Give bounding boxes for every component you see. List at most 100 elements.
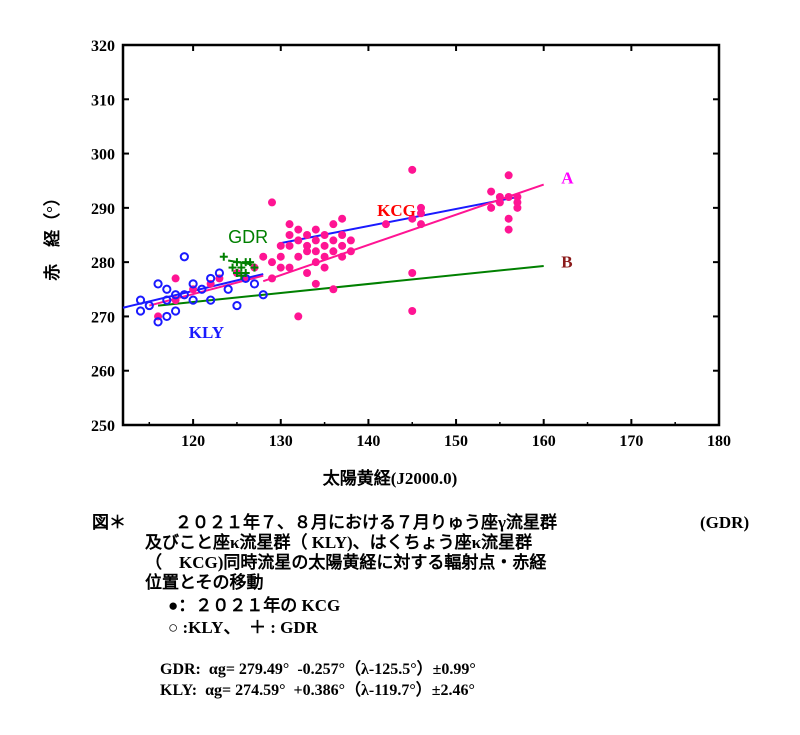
gdr-point [250, 263, 259, 272]
kcg-point [329, 247, 338, 256]
x-tick-label: 150 [444, 433, 468, 450]
caption-line-1: ２０２１年７、８月における７月りゅう座γ流星群 [175, 513, 557, 532]
caption-figure-prefix: 図＊ [92, 513, 126, 532]
kcg-point [311, 236, 320, 245]
kcg-point [487, 203, 496, 212]
caption-line-2: 及びこと座κ流星群（ KLY)、はくちょう座κ流星群 [145, 533, 533, 552]
fit-line [280, 196, 518, 245]
kcg-point [320, 263, 329, 272]
kcg-point [495, 198, 504, 207]
kcg-point [311, 279, 320, 288]
kcg-point [320, 231, 329, 239]
kly-point [188, 295, 198, 305]
kly-point [214, 268, 225, 278]
series-annotations: A B KCG GDR KLY [189, 168, 575, 342]
y-tick-label: 300 [91, 147, 115, 164]
radiant-chart: 120 130 140 150 160 170 180 250 260 270 280 290 300 3… [42, 38, 731, 488]
y-tick-label: 250 [91, 418, 115, 435]
kly-point [153, 279, 163, 289]
y-tick-label: 310 [91, 92, 115, 109]
annotation-kcg: KCG [377, 201, 416, 220]
kcg-point [285, 241, 294, 250]
kly-point [153, 317, 163, 327]
y-tick-label: 320 [91, 38, 115, 55]
kcg-point [338, 241, 347, 250]
kcg-point [285, 263, 294, 272]
plot-frame [121, 43, 721, 427]
kcg-point [338, 231, 347, 239]
kcg-point [294, 252, 303, 261]
fit-line [157, 264, 544, 307]
y-tick-label: 270 [91, 309, 115, 326]
y-tick-label: 280 [91, 255, 115, 272]
x-tick-label: 130 [269, 433, 293, 450]
annotation-a: A [561, 168, 574, 187]
kly-point [223, 284, 233, 294]
x-tick-label: 170 [619, 433, 643, 450]
kcg-point [329, 220, 338, 229]
gdr-point [241, 269, 250, 277]
kcg-point [276, 241, 285, 250]
kcg-point [320, 252, 329, 261]
kcg-point [285, 231, 294, 239]
kcg-point [513, 193, 522, 201]
kly-point [188, 279, 198, 289]
kly-point [206, 273, 216, 284]
kcg-point [381, 220, 390, 229]
x-axis-title: 太陽黄経(J2000.0) [323, 468, 458, 488]
kcg-point [504, 214, 513, 223]
kcg-point [303, 231, 312, 239]
kcg-point [338, 252, 347, 261]
gdr-point [232, 258, 241, 267]
kcg-point [285, 220, 294, 229]
y-tick-label: 290 [91, 201, 115, 218]
legend-open-circle-plus: ○ :KLY、 ＋ : GDR [168, 618, 318, 637]
kcg-point [276, 263, 285, 272]
kcg-point [320, 241, 329, 250]
kly-point [179, 252, 189, 262]
kcg-point [487, 187, 496, 196]
x-tick-label: 180 [707, 433, 731, 450]
kcg-point [303, 269, 312, 277]
kly-point [170, 290, 181, 300]
kcg-point [417, 220, 425, 229]
y-tick-label: 260 [91, 364, 115, 381]
kcg-point [294, 225, 303, 234]
kcg-point [268, 274, 276, 283]
kcg-point [346, 236, 355, 245]
annotation-b: B [561, 253, 572, 272]
kcg-point [311, 258, 320, 267]
axis-ticks: 120 130 140 150 160 170 180 250 260 270 280 290 300 3… [91, 38, 731, 450]
kcg-point [294, 312, 303, 321]
annotation-gdr: GDR [228, 227, 268, 247]
caption-line-3: （ KCG)同時流星の太陽黄経に対する輻射点・赤経 [145, 553, 547, 572]
kcg-point [408, 307, 417, 315]
legend-filled-circle: ●：２０２１年の KCG [168, 596, 341, 615]
gdr-point [228, 263, 237, 272]
kcg-point [329, 236, 338, 245]
kly-point [162, 311, 172, 322]
kly-point [249, 279, 260, 289]
kly-point [162, 284, 172, 294]
kly-point [162, 295, 172, 305]
kcg-point [311, 247, 320, 256]
formula-kly: KLY: αg= 274.59° +0.386°（λ-119.7°）±2.46° [160, 682, 475, 699]
kcg-point [504, 193, 513, 201]
kcg-point [346, 247, 355, 256]
kcg-point [294, 236, 303, 245]
kly-point [232, 300, 242, 311]
kcg-point [408, 165, 417, 174]
kcg-point [513, 203, 522, 212]
kcg-point [338, 214, 347, 223]
kly-point [206, 295, 216, 305]
annotation-kly: KLY [189, 323, 224, 342]
kly-point [135, 295, 146, 305]
x-tick-label: 120 [181, 433, 205, 450]
kcg-point [303, 241, 312, 250]
kcg-point [268, 198, 276, 207]
gdr-point [219, 252, 228, 261]
kcg-point [171, 274, 180, 283]
kcg-point [408, 214, 417, 223]
caption-line-1-tail: (GDR) [700, 513, 750, 532]
gdr-point [246, 258, 255, 267]
